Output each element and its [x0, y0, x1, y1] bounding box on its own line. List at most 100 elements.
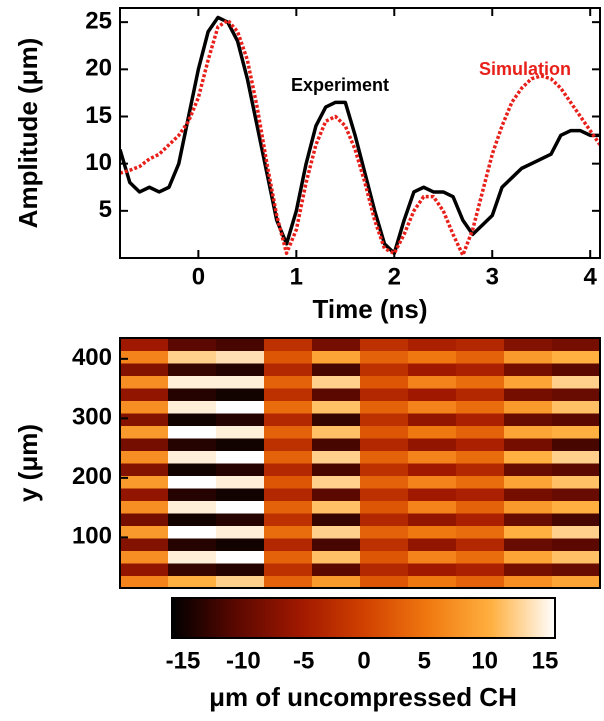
heatmap-cell [552, 388, 601, 401]
heatmap-cell [264, 575, 313, 589]
heatmap-cell [312, 525, 361, 539]
heatmap-cell [264, 438, 313, 451]
heatmap-cell [216, 350, 265, 364]
heatmap-cell [456, 413, 505, 426]
colorbar-tick-label: 0 [357, 647, 370, 674]
heatmap-cell [360, 575, 409, 589]
heatmap-cell [552, 400, 601, 414]
heatmap-cell [312, 475, 361, 489]
heatmap-cell [504, 525, 553, 539]
heatmap-cell [504, 463, 553, 476]
heatmap-cell [408, 363, 457, 376]
heatmap-cell [264, 550, 313, 564]
heatmap-cell [552, 463, 601, 476]
heatmap-cell [552, 425, 601, 439]
heatmap-cell [264, 400, 313, 414]
x-tick-label: 0 [192, 263, 205, 290]
heatmap-cell [408, 525, 457, 539]
heatmap-cell [552, 538, 601, 551]
heatmap-cell [504, 413, 553, 426]
plot-frame [119, 337, 601, 589]
heatmap-cell [168, 575, 217, 589]
heatmap-cell [360, 550, 409, 564]
heatmap-cell [120, 575, 169, 589]
colorbar-tick-label: -15 [166, 647, 201, 674]
heatmap-cell [408, 400, 457, 414]
series-line [120, 18, 600, 257]
heatmap-cell [360, 450, 409, 464]
heatmap-cell [264, 338, 313, 351]
heatmap-cell [504, 575, 553, 589]
heatmap-cell [168, 488, 217, 501]
legend-label: Experiment [291, 75, 389, 95]
heatmap-cell [408, 375, 457, 389]
heatmap-cell [312, 400, 361, 414]
heatmap-cell [360, 413, 409, 426]
y-tick-label: 100 [72, 523, 112, 550]
heatmap-cell [120, 413, 169, 426]
heatmap-cell [552, 375, 601, 389]
y-tick-label: 15 [85, 102, 112, 129]
heatmap-cell [504, 438, 553, 451]
heatmap-cell [264, 525, 313, 539]
heatmap-cell [216, 375, 265, 389]
heatmap-cell [312, 488, 361, 501]
heatmap-cell [312, 450, 361, 464]
heatmap-cell [216, 363, 265, 376]
colorbar-tick-label: -10 [226, 647, 261, 674]
heatmap-cell [552, 475, 601, 489]
heatmap-cell [552, 350, 601, 364]
heatmap-cell [456, 575, 505, 589]
heatmap-cell [504, 400, 553, 414]
heatmap-cell [360, 425, 409, 439]
heatmap-cell [120, 450, 169, 464]
x-tick-label: 2 [388, 263, 401, 290]
heatmap-cell [408, 475, 457, 489]
heatmap-cell [312, 438, 361, 451]
y-tick-label: 400 [72, 344, 112, 371]
heatmap-cell [312, 388, 361, 401]
heatmap-cell [264, 425, 313, 439]
heatmap-cell [552, 500, 601, 514]
colorbar-tick-label: 10 [471, 647, 498, 674]
heatmap-cell [504, 363, 553, 376]
heatmap-cell [120, 338, 169, 351]
heatmap-cell [216, 425, 265, 439]
heatmap-cell [456, 463, 505, 476]
heatmap-cell [120, 425, 169, 439]
heatmap-cell [168, 425, 217, 439]
heatmap-cell [408, 438, 457, 451]
heatmap-cell [408, 513, 457, 526]
heatmap-cell [312, 500, 361, 514]
heatmap-cell [456, 550, 505, 564]
heatmap-cell [120, 475, 169, 489]
series-line [120, 15, 600, 256]
heatmap-cell [312, 413, 361, 426]
heatmap-cell [456, 538, 505, 551]
colorbar-tick-label: 5 [418, 647, 431, 674]
heatmap-cell [504, 538, 553, 551]
heatmap-cell [360, 363, 409, 376]
heatmap-cell [456, 375, 505, 389]
colorbar [171, 597, 556, 639]
heatmap-cell [360, 525, 409, 539]
heatmap-cell [456, 363, 505, 376]
heatmap-cell [264, 538, 313, 551]
heatmap-cell [552, 575, 601, 589]
heatmap-cell [504, 500, 553, 514]
heatmap-cell [408, 563, 457, 576]
heatmap-cell [264, 513, 313, 526]
heatmap-cell [360, 488, 409, 501]
y-tick-label: 5 [99, 196, 112, 223]
heatmap-cell [264, 450, 313, 464]
heatmap-cell [168, 438, 217, 451]
heatmap-cell [360, 338, 409, 351]
heatmap-cell [264, 363, 313, 376]
heatmap-cell [504, 513, 553, 526]
heatmap-cell [504, 375, 553, 389]
heatmap-cell [456, 338, 505, 351]
heatmap-cell [216, 413, 265, 426]
heatmap-cell [120, 488, 169, 501]
heatmap-cell [168, 350, 217, 364]
heatmap-cell [360, 475, 409, 489]
